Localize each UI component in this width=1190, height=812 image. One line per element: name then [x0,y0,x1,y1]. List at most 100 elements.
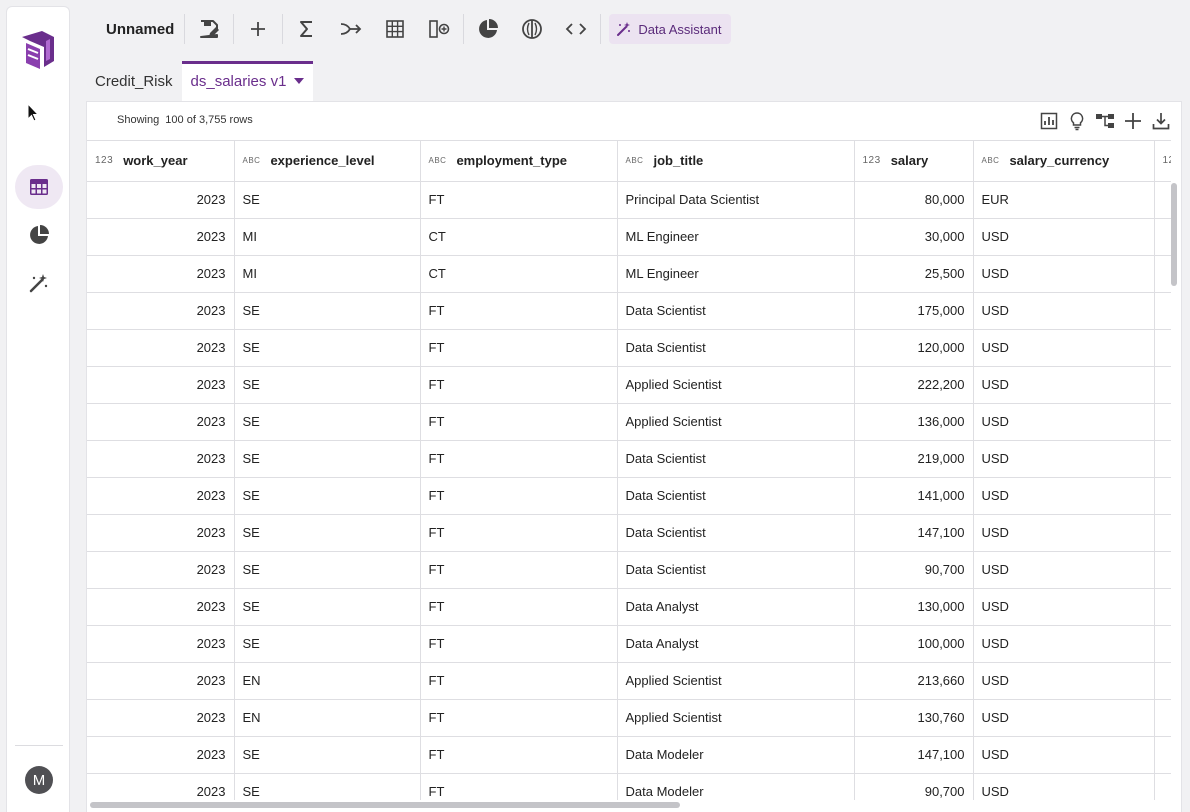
table-cell[interactable]: USD [973,440,1155,478]
table-cell[interactable]: FT [420,440,618,478]
table-row[interactable]: 2023 EN FT Applied Scientist 213,660 USD [87,662,1171,700]
table-cell[interactable]: 2023 [87,440,235,478]
table-cell[interactable]: 130,000 [854,588,974,626]
table-cell[interactable]: USD [973,292,1155,330]
table-cell[interactable] [1154,699,1171,737]
table-cell[interactable] [1154,366,1171,404]
table-cell[interactable]: FT [420,329,618,367]
table-cell[interactable]: 136,000 [854,403,974,441]
table-cell[interactable]: MI [234,255,421,293]
code-button[interactable] [554,11,598,47]
table-cell[interactable] [1154,440,1171,478]
table-cell[interactable]: Data Modeler [617,736,855,774]
table-row[interactable]: 2023 MI CT ML Engineer 30,000 USD [87,218,1171,256]
table-cell[interactable]: USD [973,662,1155,700]
table-row[interactable]: 2023 SE FT Data Analyst 130,000 USD [87,588,1171,626]
document-title[interactable]: Unnamed [106,20,175,38]
table-cell[interactable]: FT [420,477,618,515]
table-cell[interactable]: SE [234,329,421,367]
table-cell[interactable]: FT [420,403,618,441]
table-cell[interactable]: Data Scientist [617,477,855,515]
table-cell[interactable]: USD [973,366,1155,404]
add-row-button[interactable] [1119,108,1147,134]
table-cell[interactable]: USD [973,403,1155,441]
table-cell[interactable]: SE [234,588,421,626]
table-row[interactable]: 2023 SE FT Data Modeler 147,100 USD [87,736,1171,774]
table-cell[interactable]: 2023 [87,662,235,700]
table-cell[interactable]: ML Engineer [617,255,855,293]
table-cell[interactable]: SE [234,181,421,219]
table-row[interactable]: 2023 EN FT Applied Scientist 130,760 USD [87,699,1171,737]
data-grid[interactable]: 123 work_year ABC experience_level ABC employ… [87,140,1171,800]
table-cell[interactable]: Data Analyst [617,588,855,626]
table-cell[interactable]: Applied Scientist [617,662,855,700]
table-cell[interactable]: 90,700 [854,773,974,800]
table-cell[interactable]: 222,200 [854,366,974,404]
table-cell[interactable]: SE [234,366,421,404]
table-cell[interactable]: Data Scientist [617,329,855,367]
table-cell[interactable]: 2023 [87,736,235,774]
merge-button[interactable] [329,11,373,47]
table-cell[interactable]: FT [420,588,618,626]
column-header-employment-type[interactable]: ABC employment_type [420,141,618,182]
save-button[interactable] [187,11,231,47]
table-cell[interactable] [1154,292,1171,330]
table-cell[interactable]: USD [973,329,1155,367]
table-cell[interactable]: USD [973,699,1155,737]
table-cell[interactable]: FT [420,366,618,404]
table-cell[interactable]: USD [973,773,1155,800]
table-cell[interactable]: 90,700 [854,551,974,589]
table-cell[interactable]: Applied Scientist [617,699,855,737]
table-cell[interactable]: FT [420,514,618,552]
table-cell[interactable]: Data Scientist [617,440,855,478]
table-cell[interactable] [1154,477,1171,515]
table-row[interactable]: 2023 SE FT Applied Scientist 136,000 USD [87,403,1171,441]
table-cell[interactable]: MI [234,218,421,256]
table-cell[interactable]: SE [234,514,421,552]
table-cell[interactable] [1154,514,1171,552]
table-cell[interactable]: 2023 [87,255,235,293]
horizontal-scrollbar[interactable] [90,802,680,808]
table-cell[interactable]: FT [420,551,618,589]
table-cell[interactable]: EN [234,699,421,737]
sidebar-table-button[interactable] [15,165,63,209]
table-cell[interactable]: ML Engineer [617,218,855,256]
table-cell[interactable]: 25,500 [854,255,974,293]
insights-button[interactable] [1063,108,1091,134]
table-cell[interactable] [1154,551,1171,589]
chart-button[interactable] [466,11,510,47]
table-cell[interactable] [1154,625,1171,663]
table-cell[interactable]: 2023 [87,403,235,441]
column-header-work-year[interactable]: 123 work_year [87,141,235,182]
table-cell[interactable] [1154,662,1171,700]
table-cell[interactable] [1154,588,1171,626]
table-cell[interactable]: 2023 [87,181,235,219]
table-cell[interactable]: 213,660 [854,662,974,700]
table-cell[interactable]: 2023 [87,292,235,330]
lineage-button[interactable] [1091,108,1119,134]
table-cell[interactable]: 2023 [87,329,235,367]
table-cell[interactable]: Data Scientist [617,514,855,552]
table-cell[interactable]: USD [973,477,1155,515]
column-header-experience-level[interactable]: ABC experience_level [234,141,421,182]
table-cell[interactable]: SE [234,773,421,800]
table-cell[interactable] [1154,255,1171,293]
download-button[interactable] [1147,108,1175,134]
table-cell[interactable]: USD [973,625,1155,663]
sidebar-magic-button[interactable] [15,261,63,305]
table-cell[interactable]: 141,000 [854,477,974,515]
table-cell[interactable]: USD [973,551,1155,589]
caret-down-icon[interactable] [294,78,305,84]
aggregate-button[interactable] [285,11,329,47]
table-cell[interactable]: 219,000 [854,440,974,478]
table-cell[interactable]: SE [234,292,421,330]
table-row[interactable]: 2023 SE FT Principal Data Scientist 80,000 EU… [87,181,1171,219]
vertical-scrollbar[interactable] [1171,183,1177,286]
table-cell[interactable]: SE [234,440,421,478]
table-cell[interactable]: 175,000 [854,292,974,330]
table-cell[interactable]: USD [973,255,1155,293]
table-cell[interactable]: SE [234,625,421,663]
table-row[interactable]: 2023 SE FT Data Scientist 90,700 USD [87,551,1171,589]
table-cell[interactable] [1154,181,1171,219]
table-cell[interactable]: FT [420,699,618,737]
